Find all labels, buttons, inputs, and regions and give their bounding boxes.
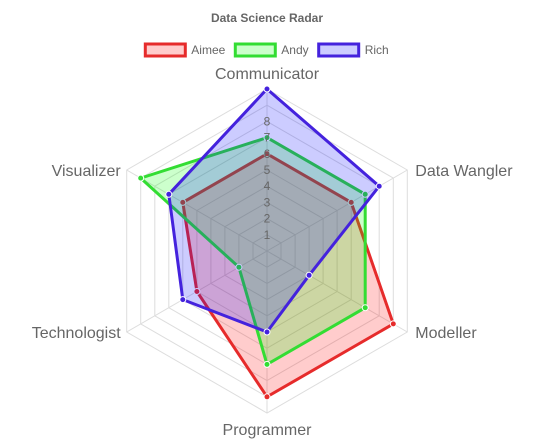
tick-label: 6 [264, 147, 271, 161]
legend-swatch [233, 42, 277, 58]
tick-label: 8 [264, 114, 271, 128]
legend: Aimee Andy Rich [143, 42, 389, 58]
category-label: Data Wangler [415, 163, 513, 180]
data-point[interactable] [263, 134, 271, 142]
series-rich [165, 85, 383, 336]
data-point[interactable] [263, 328, 271, 336]
series-andy [137, 134, 369, 368]
legend-item-andy[interactable]: Andy [233, 42, 309, 58]
data-point[interactable] [347, 198, 355, 206]
grid-spoke [126, 169, 268, 252]
data-point[interactable] [263, 393, 271, 401]
data-point[interactable] [193, 288, 201, 295]
tick-label: 1 [264, 228, 271, 242]
data-point[interactable] [263, 360, 271, 368]
category-label: Communicator [215, 66, 320, 83]
data-point[interactable] [137, 174, 145, 182]
data-point[interactable] [263, 85, 271, 93]
grid-spoke [266, 250, 408, 333]
data-point[interactable] [361, 190, 369, 198]
category-label: Modeller [415, 325, 477, 342]
data-point[interactable] [263, 150, 271, 158]
series-aimee [179, 150, 397, 401]
legend-swatch [143, 42, 187, 58]
tick-label: 4 [264, 179, 271, 193]
data-point[interactable] [389, 320, 397, 328]
legend-label: Andy [281, 43, 308, 57]
data-point[interactable] [235, 263, 243, 271]
chart-title: Data Science Radar [211, 11, 323, 25]
tick-label: 7 [264, 131, 271, 145]
radial-ticks: 1 2 3 4 5 6 7 8 [264, 114, 271, 241]
legend-label: Aimee [191, 43, 225, 57]
tick-label: 3 [264, 195, 271, 209]
data-point[interactable] [179, 198, 187, 206]
category-labels: Communicator Data Wangler Modeller Programm… [32, 66, 513, 439]
legend-swatch [317, 42, 361, 58]
data-point[interactable] [305, 271, 313, 279]
data-point[interactable] [165, 190, 173, 198]
data-point[interactable] [361, 304, 369, 312]
series-layer [137, 85, 397, 401]
legend-item-rich[interactable]: Rich [317, 42, 389, 58]
tick-label: 2 [264, 212, 271, 226]
category-label: Visualizer [52, 163, 122, 180]
grid-spoke [266, 169, 408, 252]
category-label: Technologist [32, 325, 122, 342]
data-point[interactable] [375, 182, 383, 190]
data-point[interactable] [179, 296, 187, 304]
legend-item-aimee[interactable]: Aimee [143, 42, 226, 58]
tick-label: 5 [264, 163, 271, 177]
legend-label: Rich [365, 43, 389, 57]
category-label: Programmer [223, 422, 313, 439]
